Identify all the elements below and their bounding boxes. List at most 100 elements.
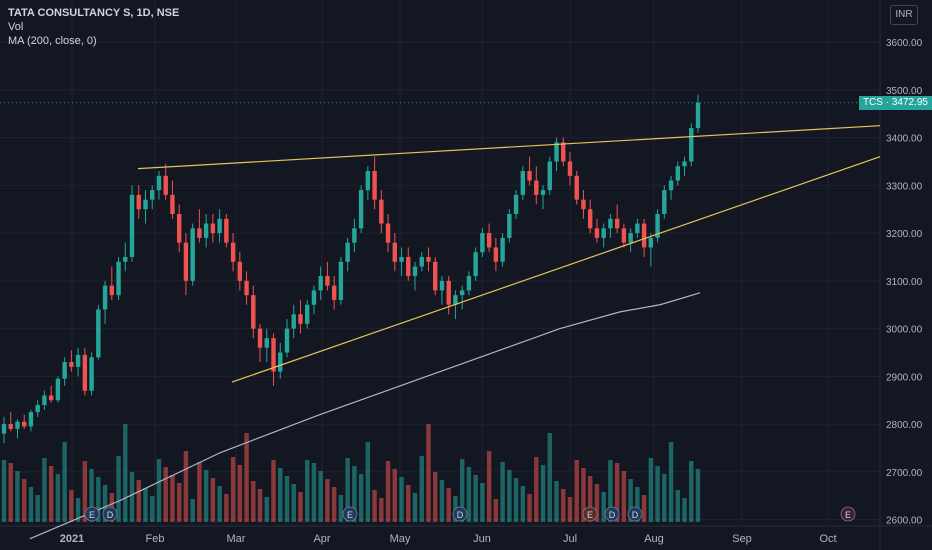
candle-body [217, 218, 222, 234]
candle-body [527, 171, 532, 181]
volume-bar [28, 487, 34, 522]
volume-bar [662, 474, 667, 522]
candle-body [305, 304, 310, 324]
volume-bar [284, 476, 290, 522]
symbol-title[interactable]: TATA CONSULTANCY S, 1D, NSE [8, 7, 180, 19]
x-tick-label: Aug [644, 533, 664, 545]
currency-button[interactable]: INR [890, 5, 918, 25]
event-marker-icon [342, 506, 358, 522]
candle-body [251, 295, 256, 329]
volume-bar [264, 497, 269, 522]
trend-line [231, 156, 881, 383]
candle-body [176, 214, 182, 243]
volume-bar [55, 474, 61, 522]
volume-bar [486, 451, 492, 522]
volume-bar [318, 471, 323, 522]
candle-body [567, 161, 573, 176]
candle-body [486, 233, 492, 248]
volume-bar [574, 460, 579, 522]
x-tick-label: Feb [146, 533, 165, 545]
volume-bar [446, 488, 451, 522]
event-marker-icon [582, 506, 598, 522]
volume-bar [507, 470, 512, 522]
candle-body [62, 362, 67, 379]
volume-bar [278, 468, 283, 522]
candle-body [554, 142, 559, 162]
volume-bar [170, 475, 175, 522]
candle-body [365, 171, 371, 191]
ma-indicator-label[interactable]: MA (200, close, 0) [8, 35, 97, 47]
volume-bar [399, 477, 404, 522]
volume-bar [298, 492, 303, 522]
volume-bar [311, 463, 317, 522]
candle-body [385, 223, 391, 243]
x-tick-label: Jun [473, 533, 491, 545]
volume-bar [406, 485, 411, 522]
volume-bar [82, 461, 88, 522]
volume-bar [331, 487, 337, 522]
candle-body [412, 266, 418, 277]
candle-body [136, 194, 141, 210]
candle-body [419, 256, 424, 267]
candle-body [547, 161, 552, 191]
volume-bar [8, 463, 13, 522]
candle-body [513, 194, 519, 215]
volume-bar [473, 475, 478, 522]
volume-bar [480, 483, 485, 522]
candle-body [587, 209, 593, 229]
candle-body [338, 261, 344, 300]
candle-body [143, 199, 148, 210]
candle-body [42, 395, 47, 406]
candle-body [675, 166, 680, 181]
candle-body [614, 218, 620, 229]
volume-bar [372, 490, 377, 522]
candle-body [574, 175, 579, 200]
event-marker-label: E [845, 510, 851, 520]
event-marker-icon [102, 506, 118, 522]
candle-body [48, 395, 54, 401]
volume-bar [224, 494, 229, 522]
volume-bar [392, 469, 397, 522]
candle-body [298, 314, 303, 324]
candle-body [392, 242, 397, 262]
candle-body [89, 357, 94, 391]
volume-bar [554, 481, 559, 522]
volume-bar [96, 477, 101, 522]
volume-indicator-label[interactable]: Vol [8, 21, 24, 33]
candle-body [28, 412, 34, 427]
candle-body [668, 180, 674, 191]
candle-body [426, 256, 431, 262]
volume-bar [635, 487, 640, 522]
volume-bar [547, 433, 552, 522]
candle-body [1, 424, 7, 434]
candle-body [379, 199, 384, 224]
y-tick-label: 2700.00 [886, 468, 923, 479]
candle-body [203, 223, 209, 238]
event-marker-icon [627, 506, 643, 522]
volume-bar [379, 498, 384, 522]
candle-body [197, 228, 202, 238]
x-tick-label: Jul [563, 533, 577, 545]
candle-body [82, 354, 88, 391]
volume-bar [22, 479, 27, 522]
volume-bar [257, 489, 263, 522]
candle-body [129, 194, 135, 257]
candle-body [466, 276, 472, 291]
candle-body [345, 242, 350, 262]
event-marker-label: D [457, 510, 464, 520]
volume-bar [641, 495, 647, 522]
volume-bar [412, 493, 418, 522]
volume-bar [143, 488, 148, 522]
candle-body [257, 328, 263, 348]
candle-body [291, 314, 296, 329]
volume-bar [594, 484, 600, 522]
candle-body [561, 142, 566, 162]
volume-bar [35, 495, 40, 522]
volume-bar [621, 471, 627, 522]
volume-bar [385, 461, 391, 522]
candle-body [608, 218, 613, 229]
candle-body [55, 378, 61, 401]
volume-bar [163, 467, 168, 522]
